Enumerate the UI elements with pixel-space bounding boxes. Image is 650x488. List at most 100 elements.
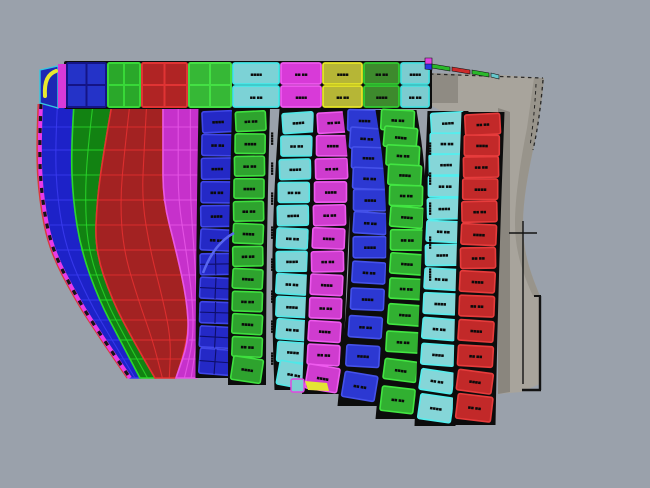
- plate-face[interactable]: [349, 287, 385, 312]
- hull-plate[interactable]: [232, 85, 280, 108]
- hull-plate[interactable]: ▪▪▪▪: [275, 250, 309, 273]
- far-side-plate-sliver[interactable]: [471, 69, 490, 78]
- plate-face[interactable]: [233, 155, 266, 177]
- hull-plate[interactable]: ▪▪▪▪: [429, 111, 466, 135]
- bottom-plate-stub[interactable]: [290, 378, 305, 393]
- hull-plate[interactable]: ▪▪ ▪▪: [385, 330, 421, 354]
- hull-plate[interactable]: ▪▪ ▪▪: [459, 246, 497, 270]
- hull-plate[interactable]: ▪▪ ▪▪: [200, 133, 234, 157]
- hull-plate[interactable]: ▪▪▪▪: [281, 111, 315, 135]
- plate-face[interactable]: [307, 319, 342, 344]
- hull-plate[interactable]: ▪▪ ▪▪: [308, 296, 343, 320]
- hull-plate[interactable]: ▪▪ ▪▪: [280, 135, 313, 157]
- hull-plate[interactable]: ▪▪ ▪▪: [314, 157, 349, 181]
- plate-face[interactable]: [351, 260, 387, 285]
- plate-face[interactable]: [309, 273, 344, 297]
- hull-plate[interactable]: ▪▪ ▪▪: [274, 272, 309, 296]
- hull-plate[interactable]: ▪▪ ▪▪: [351, 166, 388, 191]
- hull-plate[interactable]: ▪▪ ▪▪: [458, 294, 496, 318]
- hull-plate[interactable]: ▪▪▪▪: [457, 318, 495, 344]
- hull-plate[interactable]: ▪▪ ▪▪: [454, 392, 494, 423]
- hull-plate[interactable]: ▪▪ ▪▪: [200, 180, 233, 204]
- hull-plate[interactable]: ▪▪ ▪▪: [234, 110, 267, 133]
- plate-face[interactable]: [458, 294, 496, 318]
- hull-plate[interactable]: ▪▪ ▪▪: [460, 200, 498, 224]
- hull-plate[interactable]: ▪▪ ▪▪: [275, 227, 309, 250]
- far-side-plate-sliver[interactable]: [431, 63, 451, 72]
- hull-plate[interactable]: ▪▪ ▪▪: [420, 316, 457, 342]
- plate-face[interactable]: [275, 227, 309, 250]
- column-magenta[interactable]: ▪▪ ▪▪ ▪▪▪▪ ▪▪ ▪▪ ▪▪▪▪ ▪▪ ▪▪ ▪▪▪▪ ▪▪ ▪▪ ▪▪▪▪ ▪▪ ▪…: [302, 109, 354, 394]
- hull-plate[interactable]: ▪▪ ▪▪: [232, 200, 265, 223]
- plate-face[interactable]: [418, 367, 456, 395]
- hull-plate[interactable]: ▪▪▪▪: [232, 222, 265, 245]
- hull-plate[interactable]: ▪▪ ▪▪: [389, 228, 425, 252]
- plate-face[interactable]: [275, 250, 309, 273]
- plate-face[interactable]: [388, 184, 424, 207]
- hull-plate[interactable]: ▪▪▪▪: [233, 177, 265, 200]
- column-cyan[interactable]: ▪▪▪▪ ▪▪ ▪▪ ▪▪▪▪ ▪▪ ▪▪ ▪▪▪▪ ▪▪ ▪▪ ▪▪▪▪ ▪▪ ▪▪ ▪▪▪▪…: [272, 109, 319, 390]
- hull-plate[interactable]: ▪▪▪▪: [315, 134, 350, 157]
- hull-plate[interactable]: ▪▪ ▪▪: [230, 335, 264, 359]
- hull-plate[interactable]: ▪▪ ▪▪: [427, 175, 463, 198]
- plate-face[interactable]: [459, 246, 497, 270]
- plate-face[interactable]: [311, 226, 346, 250]
- hull-plate[interactable]: ▪▪ ▪▪: [385, 144, 421, 168]
- band-plate[interactable]: ▪▪▪▪ ▪▪ ▪▪: [400, 62, 430, 108]
- plate-face[interactable]: [230, 335, 264, 359]
- plate-face[interactable]: [232, 200, 265, 223]
- hull-plate[interactable]: ▪▪ ▪▪: [277, 181, 311, 204]
- far-side-plate-sliver[interactable]: [490, 72, 500, 80]
- plate-face[interactable]: [234, 132, 266, 155]
- plate-face[interactable]: [312, 203, 347, 227]
- plate-face[interactable]: [458, 269, 497, 294]
- hull-plate[interactable]: ▪▪ ▪▪: [306, 343, 341, 367]
- plate-face[interactable]: [310, 250, 345, 273]
- hull-plate[interactable]: ▪▪ ▪▪: [352, 210, 388, 236]
- hull-plate[interactable]: ▪▪▪▪: [422, 291, 458, 316]
- hull-plate[interactable]: ▪▪▪▪: [231, 267, 264, 291]
- hull-plate[interactable]: ▪▪▪▪: [311, 226, 346, 250]
- plate-face[interactable]: [340, 370, 379, 403]
- hull-plate[interactable]: ▪▪▪▪: [278, 158, 312, 181]
- plate-face[interactable]: [455, 368, 495, 395]
- hull-plate[interactable]: ▪▪▪▪: [461, 178, 499, 201]
- plate-face[interactable]: [454, 392, 494, 423]
- hull-plate[interactable]: ▪▪ ▪▪: [418, 367, 456, 395]
- keel-plate-sliver[interactable]: [305, 381, 329, 391]
- hull-plate[interactable]: ▪▪ ▪▪: [388, 277, 424, 301]
- plate-face[interactable]: [460, 200, 498, 224]
- hull-plate[interactable]: ▪▪▪▪: [419, 342, 456, 368]
- plate-face[interactable]: [462, 155, 500, 179]
- hull-plate[interactable]: ▪▪▪▪: [200, 157, 234, 181]
- hull-plate[interactable]: ▪▪▪▪: [313, 181, 348, 203]
- hull-plate[interactable]: ▪▪ ▪▪: [379, 385, 416, 415]
- band-plate[interactable]: ▪▪▪▪ ▪▪ ▪▪: [232, 62, 280, 108]
- plate-face[interactable]: [234, 110, 267, 133]
- hull-plate[interactable]: ▪▪ ▪▪: [462, 155, 500, 179]
- hull-plate[interactable]: [322, 62, 363, 85]
- hull-plate[interactable]: ▪▪▪▪: [309, 273, 344, 297]
- plate-face[interactable]: [231, 245, 264, 268]
- band-plate[interactable]: [188, 62, 232, 108]
- hull-plate[interactable]: ▪▪▪▪: [352, 188, 388, 212]
- hull-plate[interactable]: [198, 325, 232, 350]
- hull-plate[interactable]: ▪▪▪▪: [424, 243, 460, 267]
- hull-plate[interactable]: ▪▪ ▪▪: [351, 260, 387, 285]
- plate-face[interactable]: [231, 267, 264, 291]
- hull-plate[interactable]: ▪▪▪▪: [230, 312, 264, 336]
- hull-plate[interactable]: [198, 276, 233, 301]
- band-plate[interactable]: [107, 62, 141, 108]
- plate-face[interactable]: [352, 235, 388, 259]
- plate-face[interactable]: [345, 343, 381, 369]
- plate-face[interactable]: [463, 134, 501, 157]
- column-blue[interactable]: ▪▪▪▪ ▪▪ ▪▪ ▪▪▪▪ ▪▪ ▪▪ ▪▪▪▪ ▪▪ ▪▪ ▪▪▪▪ ▪▪ ▪▪ ▪▪▪▪…: [337, 108, 391, 406]
- plate-face[interactable]: [278, 158, 312, 181]
- band-plate[interactable]: [66, 62, 107, 108]
- plate-face[interactable]: [277, 181, 311, 204]
- hull-plate[interactable]: ▪▪▪▪: [386, 302, 423, 327]
- plate-face[interactable]: [347, 314, 384, 340]
- hull-plate[interactable]: ▪▪▪▪: [386, 163, 423, 187]
- hull-plate[interactable]: ▪▪▪▪: [345, 343, 381, 369]
- far-side-plate-sliver[interactable]: [424, 63, 433, 71]
